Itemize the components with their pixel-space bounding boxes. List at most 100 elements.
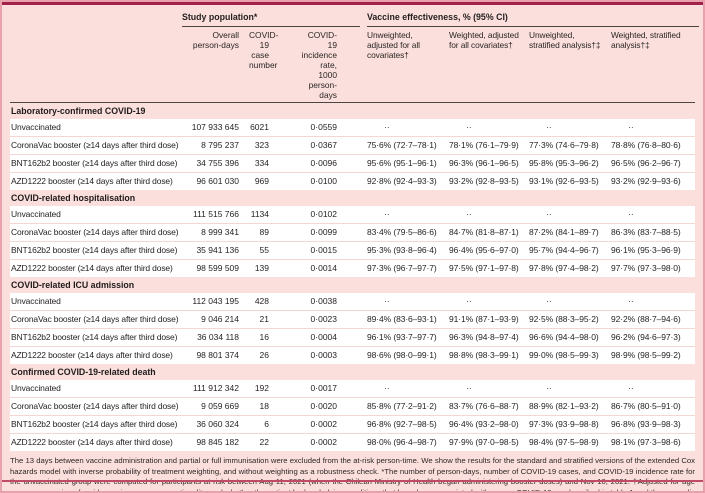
table-cell: 83·4% (79·5–86·6) [367,227,437,237]
table-cell: 0·0102 [310,209,337,219]
table-cell: ·· [546,209,552,219]
table-cell: ·· [466,296,472,306]
row-label: BNT162b2 booster (≥14 days after third d… [11,158,178,168]
spanner-vaccine-effectiveness: Vaccine effectiveness, % (95% CI) [367,12,699,27]
column-header-3: COVID-19 case number [249,30,279,70]
table-cell: 99·0% (98·5–99·3) [529,350,599,360]
table-cell: 0·0099 [310,227,337,237]
spanner-study-population: Study population* [182,12,360,27]
table-cell: 6 [264,419,269,429]
section-header: Laboratory-confirmed COVID-19 [11,106,146,116]
table-cell: 96·1% (95·3–96·9) [611,245,681,255]
table-cell: 83·7% (76·6–88·7) [449,401,519,411]
table-cell: 112 043 195 [192,296,239,306]
table-cell: ·· [546,122,552,132]
table-row: CoronaVac booster (≥14 days after third … [10,223,695,241]
table-cell: 0·0023 [310,314,337,324]
table-cell: 95·7% (94·4–96·7) [529,245,599,255]
row-label: AZD1222 booster (≥14 days after third do… [11,176,173,186]
section-header: Confirmed COVID-19-related death [11,367,156,377]
table-cell: 96·5% (96·2–96·7) [611,158,681,168]
table-cell: 96·1% (93·7–97·7) [367,332,437,342]
table-cell: 93·2% (92·8–93·5) [449,176,519,186]
table-content: Study population* Vaccine effectiveness,… [2,5,703,493]
table-cell: 98·0% (96·4–98·7) [367,437,437,447]
table-cell: 95·6% (95·1–96·1) [367,158,437,168]
column-header-7: Unweighted, stratified analysis†‡ [529,30,601,50]
table-cell: 97·3% (93·9–98·8) [529,419,599,429]
column-header-row: Overall person-days COVID-19 case number C… [10,27,695,103]
table-cell: ·· [628,296,634,306]
column-header-1 [10,27,182,102]
table-cell: 0·0038 [310,296,337,306]
row-label: Unvaccinated [11,209,61,219]
table-cell: 139 [254,263,269,273]
table-row: BNT162b2 booster (≥14 days after third d… [10,415,695,433]
table-cell: 8 795 237 [201,140,239,150]
table-cell: 107 933 645 [191,122,239,132]
table-cell: ·· [628,122,634,132]
table-row: BNT162b2 booster (≥14 days after third d… [10,328,695,346]
table-cell: 97·7% (97·3–98·0) [611,263,681,273]
table-cell: 6021 [250,122,269,132]
table-cell: 96 601 030 [196,176,239,186]
table-cell: 9 059 669 [201,401,239,411]
table-cell: 77·3% (74·6–79·8) [529,140,599,150]
table-cell: 0·0014 [310,263,337,273]
bottom-accent-rule [2,480,703,482]
table-cell: 96·8% (93·9–98·3) [611,419,681,429]
table-row: AZD1222 booster (≥14 days after third do… [10,172,695,190]
table-cell: 0·0002 [310,419,337,429]
table-cell: 93·2% (92·9–93·6) [611,176,681,186]
row-label: CoronaVac booster (≥14 days after third … [11,401,179,411]
table-cell: 98 801 374 [196,350,239,360]
table-cell: 75·6% (72·7–78·1) [367,140,437,150]
table-cell: 92·2% (88·7–94·6) [611,314,681,324]
table-cell: 22 [259,437,269,447]
table-cell: 96·6% (94·4–98·0) [529,332,599,342]
table-cell: 84·7% (81·8–87·1) [449,227,519,237]
row-label: CoronaVac booster (≥14 days after third … [11,140,179,150]
table-cell: ·· [546,296,552,306]
row-label: AZD1222 booster (≥14 days after third do… [11,350,173,360]
spanner-row: Study population* Vaccine effectiveness,… [10,8,699,27]
table-cell: 428 [254,296,269,306]
table-cell: 969 [254,176,269,186]
table-cell: ·· [628,383,634,393]
table-cell: 334 [254,158,269,168]
table-cell: 98·4% (97·5–98·9) [529,437,599,447]
table-cell: 97·8% (97·4–98·2) [529,263,599,273]
table-cell: 0·0003 [310,350,337,360]
table-row: Unvaccinated 111 515 766 1134 0·0102 ·· ·· ·· ·… [10,206,695,223]
table-cell: 92·5% (88·3–95·2) [529,314,599,324]
footnote-text: The 13 days between vaccine administrati… [10,456,695,493]
table-cell: 9 046 214 [201,314,239,324]
table-cell: ·· [384,296,390,306]
table-cell: 1134 [250,209,269,219]
table-cell: ·· [546,383,552,393]
table-cell: 323 [254,140,269,150]
row-label: AZD1222 booster (≥14 days after third do… [11,263,173,273]
table-cell: 98·8% (98·3–99·1) [449,350,519,360]
table-cell: 96·3% (94·8–97·4) [449,332,519,342]
table-cell: 98 599 509 [196,263,239,273]
section-rows: Unvaccinated 107 933 645 6021 0·0559 ·· ·· ·· ·… [10,119,695,190]
table-row: AZD1222 booster (≥14 days after third do… [10,433,695,451]
table-cell: 111 912 342 [192,383,239,393]
table-cell: 98 845 182 [196,437,239,447]
table-cell: ·· [384,122,390,132]
table-cell: 36 034 118 [197,332,239,342]
table-cell: 0·0096 [310,158,337,168]
table-row: CoronaVac booster (≥14 days after third … [10,397,695,415]
section-header: COVID-related hospitalisation [11,193,136,203]
table-cell: 98·6% (98·0–99·1) [367,350,437,360]
row-label: CoronaVac booster (≥14 days after third … [11,227,179,237]
table-cell: 55 [259,245,269,255]
table-cell: 0·0015 [310,245,337,255]
row-label: Unvaccinated [11,296,61,306]
table-cell: ·· [466,383,472,393]
table-cell: 0·0017 [310,383,337,393]
table-cell: 93·1% (92·6–93·5) [529,176,599,186]
table-cell: ·· [628,209,634,219]
table-cell: 89·4% (83·6–93·1) [367,314,437,324]
